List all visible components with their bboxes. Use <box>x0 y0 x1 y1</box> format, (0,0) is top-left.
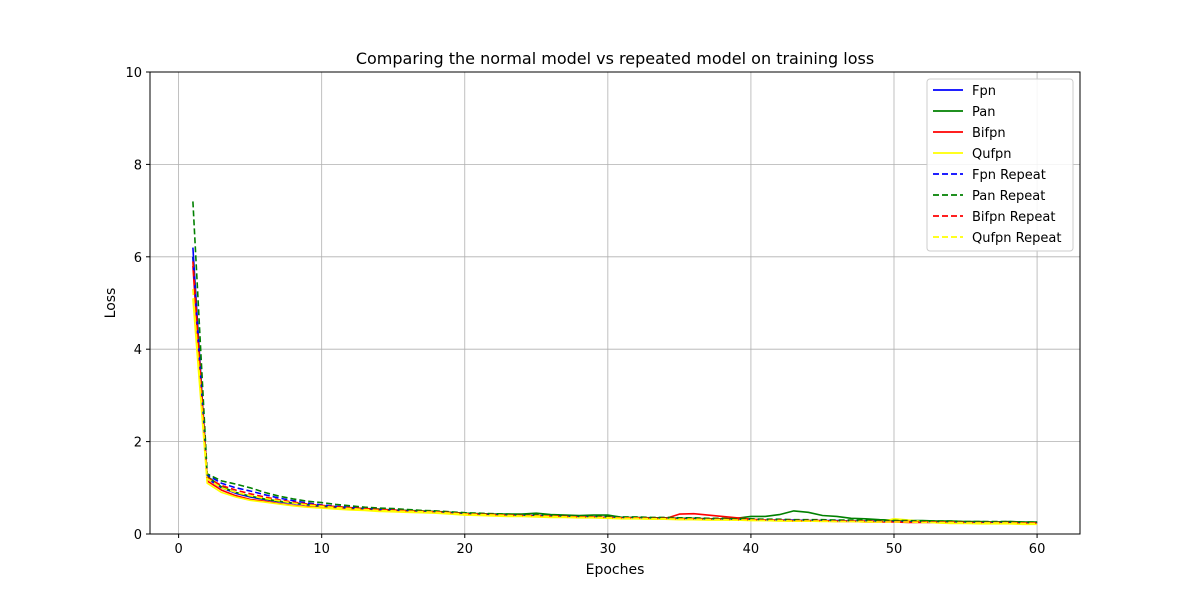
series-line-qufpn-repeat <box>192 289 1038 525</box>
x-tick-label: 40 <box>743 542 760 557</box>
x-tick-label: 60 <box>1029 542 1046 557</box>
x-tick-label: 10 <box>313 542 330 557</box>
plot-frame <box>149 71 1081 535</box>
legend-box <box>926 78 1074 252</box>
legend-label-pan: Pan <box>972 105 995 120</box>
x-tick-label: 0 <box>174 542 182 557</box>
y-tick-label: 4 <box>134 343 142 358</box>
y-tick-label: 6 <box>134 251 142 266</box>
series-line-pan-repeat <box>192 201 1038 523</box>
legend-label-qufpn-repeat: Qufpn Repeat <box>972 231 1061 246</box>
axis-ticks: 0 10 20 30 40 50 60 0 2 4 6 8 10 <box>125 66 1045 557</box>
x-tick-label: 50 <box>886 542 903 557</box>
y-tick-label: 0 <box>134 528 142 543</box>
legend: Fpn Pan Bifpn Qufpn Fpn Repeat Pan Repeat Bifp… <box>926 78 1074 252</box>
legend-label-fpn-repeat: Fpn Repeat <box>972 168 1046 183</box>
y-tick-label: 8 <box>134 158 142 173</box>
x-tick-label: 20 <box>456 542 473 557</box>
series-line-qufpn <box>192 298 1038 526</box>
legend-label-bifpn-repeat: Bifpn Repeat <box>972 210 1056 225</box>
y-tick-label: 2 <box>134 436 142 451</box>
legend-label-pan-repeat: Pan Repeat <box>972 189 1045 204</box>
legend-label-qufpn: Qufpn <box>972 147 1012 162</box>
y-tick-label: 10 <box>125 66 142 81</box>
legend-label-bifpn: Bifpn <box>972 126 1006 141</box>
legend-label-fpn: Fpn <box>972 84 996 99</box>
series-lines <box>192 201 1038 526</box>
chart-title: Comparing the normal model vs repeated m… <box>356 49 874 68</box>
x-axis-title: Epoches <box>586 562 645 578</box>
x-tick-label: 30 <box>600 542 617 557</box>
y-axis-title: Loss <box>103 288 119 319</box>
